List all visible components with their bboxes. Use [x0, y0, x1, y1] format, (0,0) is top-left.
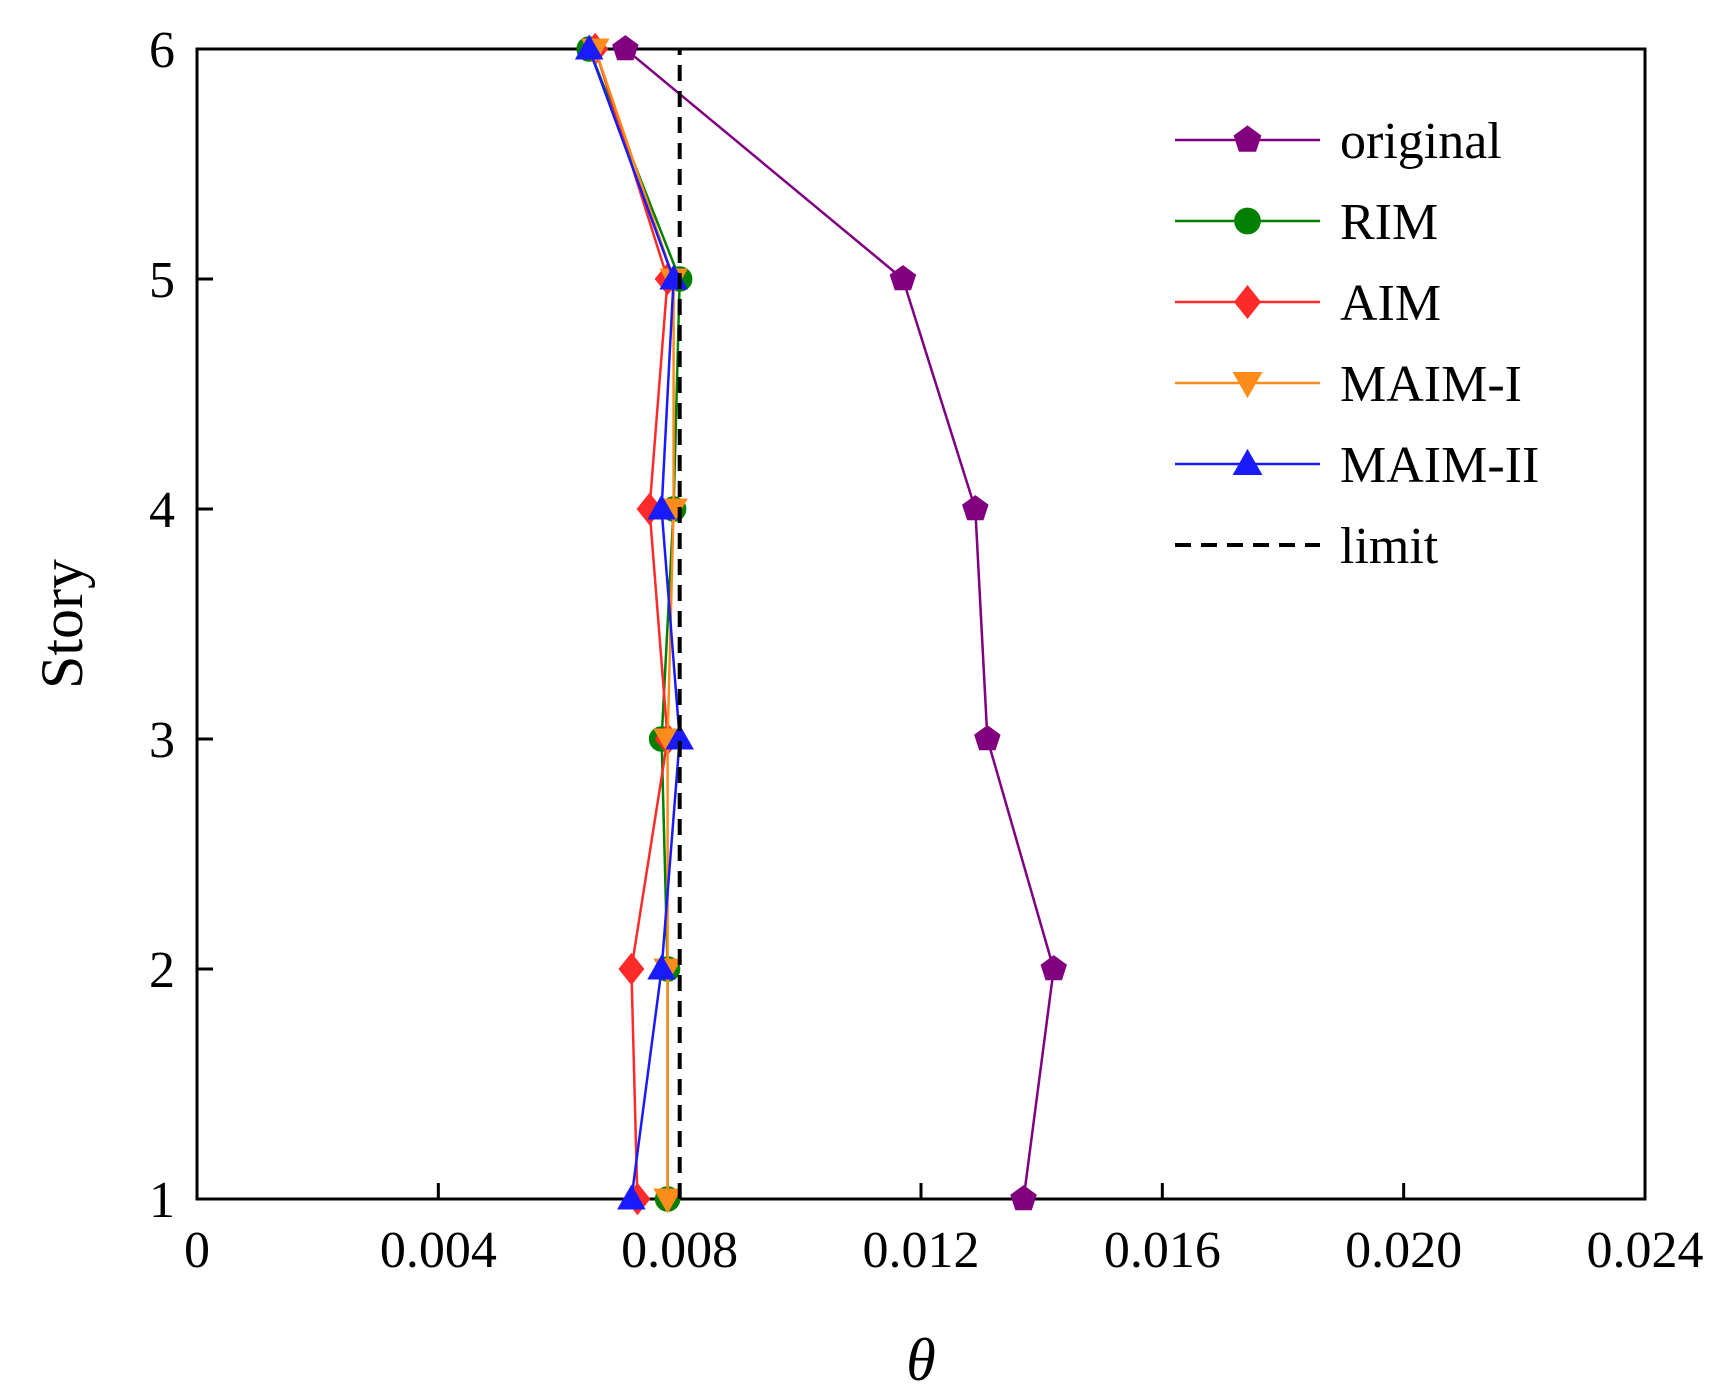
- y-tick-label: 5: [149, 252, 175, 309]
- data-point-maim-ii: [647, 494, 676, 520]
- x-tick-label: 0: [184, 1222, 210, 1279]
- x-tick-label: 0.012: [863, 1222, 980, 1279]
- x-axis-title: θ: [906, 1327, 935, 1393]
- data-point-original: [889, 265, 917, 291]
- y-tick-label: 1: [149, 1172, 175, 1229]
- y-tick-label: 6: [149, 22, 175, 79]
- series-original: [612, 35, 1067, 1211]
- legend-swatch-marker: [1233, 125, 1262, 152]
- series-line-maim-i: [594, 48, 675, 1199]
- data-point-original: [1040, 955, 1067, 981]
- y-tick-label: 4: [149, 482, 175, 539]
- data-point-maim-i: [653, 1188, 682, 1214]
- series-line-maim-ii: [588, 48, 681, 1200]
- legend-item-limit: limit: [1175, 518, 1439, 575]
- data-point-aim: [618, 952, 645, 986]
- legend-label: RIM: [1340, 194, 1438, 251]
- x-tick-label: 0.008: [621, 1222, 738, 1279]
- legend-item-aim: AIM: [1175, 275, 1441, 332]
- legend-item-original: original: [1175, 113, 1502, 170]
- legend-item-maim-ii: MAIM-II: [1175, 437, 1539, 494]
- data-point-maim-ii: [574, 34, 604, 60]
- data-point-original: [1010, 1185, 1037, 1211]
- y-axis-ticks: 1 2 3 4 5 6: [149, 22, 213, 1229]
- data-point-maim-ii: [647, 954, 676, 980]
- x-axis-ticks: 0 0.004 0.008 0.012 0.016 0.020 0.024: [184, 1183, 1704, 1279]
- series-line-rim: [588, 48, 681, 1199]
- x-tick-label: 0.004: [380, 1222, 497, 1279]
- legend-swatch-marker: [1232, 372, 1263, 399]
- legend-swatch-marker: [1234, 207, 1261, 235]
- legend: original RIM AIM MAIM-I MAIM-II limit: [1175, 113, 1539, 575]
- legend-label: MAIM-II: [1340, 437, 1539, 494]
- data-point-maim-ii: [617, 1184, 646, 1210]
- legend-swatch-marker: [1233, 285, 1262, 319]
- legend-swatch-marker: [1232, 448, 1263, 475]
- x-tick-label: 0.020: [1345, 1222, 1462, 1279]
- series-rim: [576, 36, 693, 1212]
- series-layer: [574, 32, 1067, 1216]
- legend-label: original: [1340, 113, 1502, 170]
- x-tick-label: 0.016: [1104, 1222, 1221, 1279]
- legend-item-rim: RIM: [1175, 194, 1438, 251]
- legend-label: MAIM-I: [1340, 356, 1522, 413]
- legend-label: AIM: [1340, 275, 1441, 332]
- y-axis-title: Story: [29, 559, 95, 689]
- y-tick-label: 2: [149, 942, 175, 999]
- legend-item-maim-i: MAIM-I: [1175, 356, 1522, 413]
- legend-label: limit: [1340, 518, 1439, 575]
- series-line-aim: [594, 48, 669, 1200]
- data-point-original: [974, 725, 1001, 751]
- data-point-original: [612, 35, 639, 61]
- data-point-original: [962, 495, 989, 521]
- series-aim: [582, 32, 681, 1216]
- y-tick-label: 3: [149, 712, 175, 769]
- series-line-original: [624, 48, 1055, 1200]
- series-maim-ii: [574, 34, 694, 1210]
- x-tick-label: 0.024: [1587, 1222, 1704, 1279]
